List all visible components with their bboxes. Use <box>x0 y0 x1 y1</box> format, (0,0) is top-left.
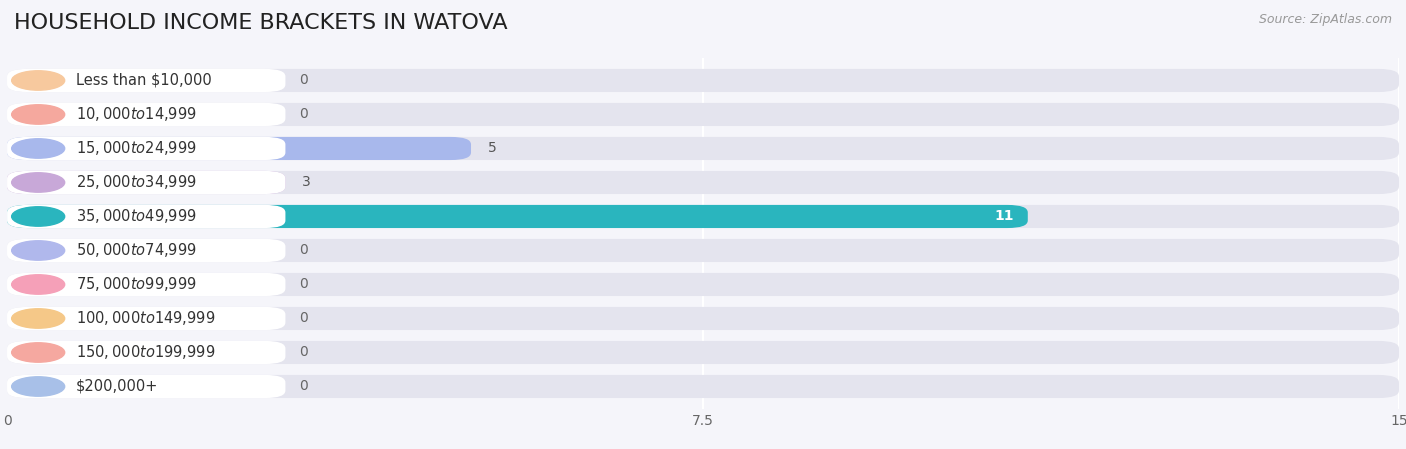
Text: 5: 5 <box>488 141 496 155</box>
FancyBboxPatch shape <box>7 341 1399 364</box>
Text: $25,000 to $34,999: $25,000 to $34,999 <box>76 173 197 191</box>
Text: 3: 3 <box>302 176 311 189</box>
Text: 0: 0 <box>299 379 308 393</box>
Text: Source: ZipAtlas.com: Source: ZipAtlas.com <box>1258 13 1392 26</box>
FancyBboxPatch shape <box>7 137 471 160</box>
FancyBboxPatch shape <box>7 171 285 194</box>
FancyBboxPatch shape <box>7 205 1399 228</box>
FancyBboxPatch shape <box>7 171 285 194</box>
Circle shape <box>11 343 65 362</box>
Text: 11: 11 <box>994 210 1014 224</box>
FancyBboxPatch shape <box>7 307 1399 330</box>
FancyBboxPatch shape <box>7 307 285 330</box>
FancyBboxPatch shape <box>7 205 285 228</box>
FancyBboxPatch shape <box>7 103 285 126</box>
Circle shape <box>11 173 65 192</box>
Text: 0: 0 <box>299 74 308 88</box>
Text: $15,000 to $24,999: $15,000 to $24,999 <box>76 140 197 158</box>
Text: $10,000 to $14,999: $10,000 to $14,999 <box>76 106 197 123</box>
Circle shape <box>11 105 65 124</box>
Text: HOUSEHOLD INCOME BRACKETS IN WATOVA: HOUSEHOLD INCOME BRACKETS IN WATOVA <box>14 13 508 34</box>
Text: 0: 0 <box>299 345 308 360</box>
Text: $75,000 to $99,999: $75,000 to $99,999 <box>76 276 197 294</box>
Circle shape <box>11 139 65 158</box>
FancyBboxPatch shape <box>7 341 285 364</box>
Circle shape <box>11 71 65 90</box>
FancyBboxPatch shape <box>7 69 1399 92</box>
Text: 0: 0 <box>299 277 308 291</box>
FancyBboxPatch shape <box>7 273 285 296</box>
Text: $50,000 to $74,999: $50,000 to $74,999 <box>76 242 197 260</box>
FancyBboxPatch shape <box>7 69 285 92</box>
FancyBboxPatch shape <box>7 171 1399 194</box>
Text: $150,000 to $199,999: $150,000 to $199,999 <box>76 343 215 361</box>
FancyBboxPatch shape <box>7 137 1399 160</box>
Text: $35,000 to $49,999: $35,000 to $49,999 <box>76 207 197 225</box>
FancyBboxPatch shape <box>7 375 285 398</box>
Circle shape <box>11 377 65 396</box>
Circle shape <box>11 207 65 226</box>
FancyBboxPatch shape <box>7 137 285 160</box>
FancyBboxPatch shape <box>7 273 1399 296</box>
Circle shape <box>11 309 65 328</box>
FancyBboxPatch shape <box>7 239 285 262</box>
Text: 0: 0 <box>299 243 308 257</box>
Text: $100,000 to $149,999: $100,000 to $149,999 <box>76 309 215 327</box>
Circle shape <box>11 275 65 294</box>
Text: 0: 0 <box>299 312 308 326</box>
FancyBboxPatch shape <box>7 239 1399 262</box>
Text: 0: 0 <box>299 107 308 122</box>
Text: $200,000+: $200,000+ <box>76 379 159 394</box>
Text: Less than $10,000: Less than $10,000 <box>76 73 211 88</box>
FancyBboxPatch shape <box>7 375 1399 398</box>
FancyBboxPatch shape <box>7 103 1399 126</box>
Circle shape <box>11 241 65 260</box>
FancyBboxPatch shape <box>7 205 1028 228</box>
